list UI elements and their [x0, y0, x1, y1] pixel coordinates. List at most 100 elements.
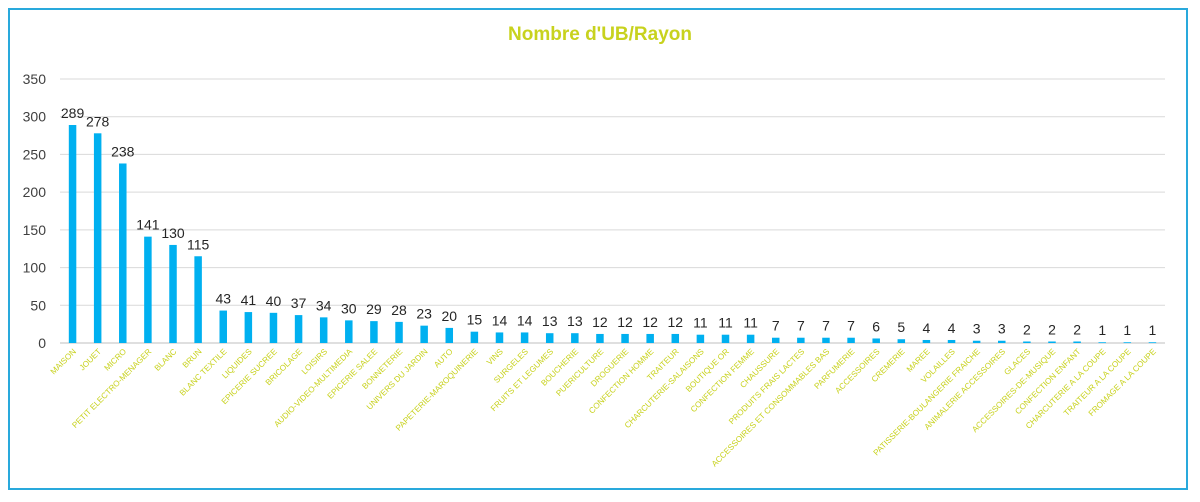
- y-tick-label: 250: [23, 146, 47, 162]
- x-tick-label: BRUN: [181, 347, 204, 370]
- data-label: 278: [86, 113, 110, 129]
- bar: [998, 340, 1006, 343]
- data-label: 15: [467, 312, 483, 328]
- data-label: 11: [743, 315, 758, 331]
- data-label: 3: [998, 321, 1006, 337]
- bar: [797, 337, 805, 343]
- data-label: 238: [111, 143, 135, 159]
- data-label: 1: [1098, 322, 1106, 338]
- data-label: 20: [441, 308, 457, 324]
- bar: [897, 339, 906, 343]
- bar: [219, 310, 227, 343]
- data-label: 12: [667, 314, 683, 330]
- data-label: 1: [1149, 322, 1157, 338]
- data-label: 115: [187, 236, 210, 252]
- bar: [244, 312, 253, 343]
- data-label: 6: [872, 318, 880, 334]
- data-label: 11: [718, 315, 733, 331]
- x-tick-label: MAISON: [49, 347, 78, 376]
- data-label: 7: [772, 318, 780, 334]
- bar: [1123, 342, 1132, 344]
- x-tick-label: BLANC: [153, 347, 179, 373]
- data-label: 141: [136, 217, 160, 233]
- bar: [395, 321, 403, 343]
- y-tick-label: 100: [23, 260, 47, 276]
- bar: [194, 256, 202, 343]
- bar: [1048, 341, 1056, 343]
- bar: [169, 244, 177, 343]
- bar: [746, 334, 755, 343]
- y-tick-label: 150: [23, 222, 47, 238]
- chart-frame: [8, 8, 1188, 490]
- bar: [922, 339, 931, 343]
- data-label: 130: [161, 225, 185, 241]
- bar: [771, 337, 780, 343]
- x-tick-label: VINS: [485, 347, 505, 367]
- data-label: 12: [617, 314, 633, 330]
- bar: [93, 133, 102, 343]
- bar: [1023, 341, 1031, 343]
- data-label: 28: [391, 302, 407, 318]
- data-label: 2: [1073, 321, 1081, 337]
- bar: [1098, 342, 1106, 344]
- bar: [520, 332, 529, 343]
- data-label: 12: [642, 314, 658, 330]
- data-label: 14: [517, 312, 533, 328]
- bar: [571, 333, 579, 343]
- data-label: 11: [693, 315, 708, 331]
- data-label: 2: [1023, 321, 1031, 337]
- bar: [872, 338, 880, 343]
- bar: [420, 325, 428, 343]
- data-label: 30: [341, 300, 357, 316]
- data-label: 5: [897, 319, 905, 335]
- data-label: 43: [215, 291, 231, 307]
- data-label: 13: [567, 313, 583, 329]
- bar: [822, 337, 830, 343]
- bar: [470, 331, 479, 343]
- y-tick-label: 300: [23, 109, 47, 125]
- y-tick-label: 350: [23, 71, 47, 87]
- bar: [1148, 342, 1157, 344]
- bar: [445, 327, 454, 343]
- data-label: 1: [1123, 322, 1131, 338]
- bar: [68, 125, 77, 343]
- bar: [144, 236, 152, 343]
- bar: [847, 337, 855, 343]
- bar: [345, 320, 353, 343]
- data-label: 3: [973, 321, 981, 337]
- data-label: 2: [1048, 321, 1056, 337]
- data-label: 37: [291, 295, 307, 311]
- data-label: 29: [366, 301, 382, 317]
- bar: [495, 332, 504, 343]
- bar: [596, 333, 604, 343]
- y-tick-label: 200: [23, 184, 47, 200]
- x-tick-label: AUTO: [432, 347, 454, 369]
- data-label: 7: [797, 318, 805, 334]
- data-label: 4: [923, 320, 931, 336]
- bar: [621, 333, 629, 343]
- data-label: 12: [592, 314, 608, 330]
- x-tick-label: ACCESSOIRES: [833, 347, 882, 396]
- bar: [721, 334, 730, 343]
- data-label: 40: [266, 293, 282, 309]
- chart-title: Nombre d'UB/Rayon: [508, 24, 692, 45]
- data-label: 41: [241, 292, 257, 308]
- bar: [119, 163, 127, 343]
- bar: [370, 321, 378, 343]
- bar: [319, 317, 328, 343]
- bar: [294, 315, 303, 343]
- bar: [696, 334, 705, 343]
- bar: [1073, 341, 1081, 343]
- data-label: 23: [416, 306, 432, 322]
- bar: [269, 312, 278, 343]
- data-label: 7: [847, 318, 855, 334]
- data-label: 7: [822, 318, 830, 334]
- data-label: 13: [542, 313, 558, 329]
- bar: [671, 333, 680, 343]
- bar: [545, 333, 554, 343]
- x-tick-label: ACCESSOIRES ET CONSOMMABLES BAS: [710, 347, 832, 469]
- data-label: 4: [948, 320, 956, 336]
- data-label: 289: [61, 105, 85, 121]
- data-label: 34: [316, 297, 332, 313]
